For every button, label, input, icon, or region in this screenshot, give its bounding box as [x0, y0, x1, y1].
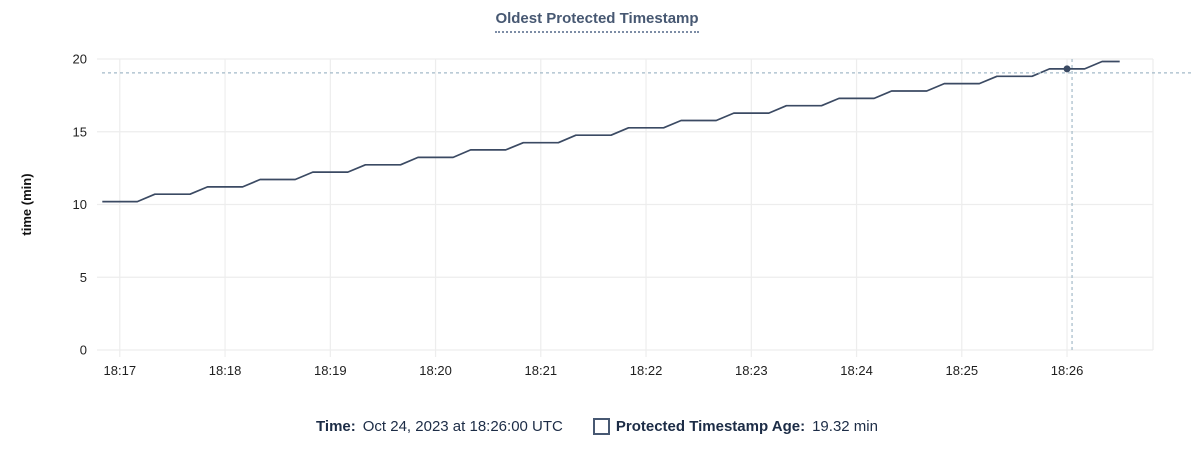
hover-series-label: Protected Timestamp Age: — [615, 418, 806, 435]
hover-legend: Time: Oct 24, 2023 at 18:26:00 UTC Prote… — [0, 418, 1194, 435]
axis-labels: 0 5 10 15 20 18:17 18:18 18:19 18:20 18:21 18:22 18… — [73, 52, 1084, 379]
y-axis-title: time (min) — [19, 173, 34, 235]
series-line — [102, 60, 1120, 203]
y-tick-label: 0 — [80, 343, 87, 358]
y-tick-label: 15 — [73, 124, 87, 139]
x-tick-label: 18:25 — [946, 363, 979, 378]
line-chart[interactable]: 0 5 10 15 20 18:17 18:18 18:19 18:20 18:21 18:22 18… — [0, 0, 1194, 400]
hover-time-label: Time: — [316, 418, 356, 435]
gridlines — [97, 58, 1154, 357]
hover-point-dot — [1063, 65, 1071, 73]
hover-series-value: 19.32 min — [812, 418, 878, 435]
x-tick-label: 18:19 — [314, 363, 347, 378]
chart-title[interactable]: Oldest Protected Timestamp — [495, 10, 699, 33]
x-tick-label: 18:20 — [419, 363, 452, 378]
x-tick-label: 18:23 — [735, 363, 768, 378]
x-tick-label: 18:22 — [630, 363, 663, 378]
y-tick-label: 20 — [73, 52, 87, 67]
x-tick-label: 18:21 — [525, 363, 558, 378]
chart-title-row: Oldest Protected Timestamp — [0, 10, 1194, 33]
series-swatch-icon — [592, 418, 610, 435]
y-tick-label: 10 — [73, 197, 87, 212]
hover-time-value: Oct 24, 2023 at 18:26:00 UTC — [362, 418, 563, 435]
x-tick-label: 18:18 — [209, 363, 242, 378]
x-tick-label: 18:17 — [104, 363, 137, 378]
x-tick-label: 18:24 — [840, 363, 873, 378]
y-tick-label: 5 — [80, 270, 87, 285]
x-tick-label: 18:26 — [1051, 363, 1084, 378]
